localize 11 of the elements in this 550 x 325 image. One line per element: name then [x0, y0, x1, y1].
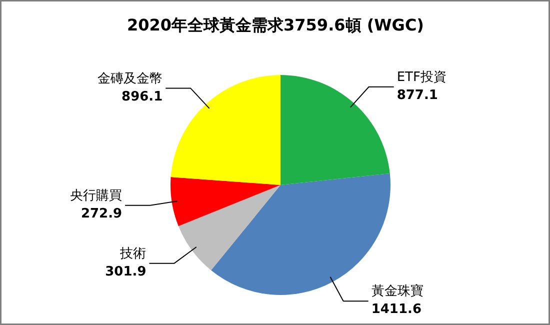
- data-label: 877.1: [396, 88, 438, 103]
- data-label: 272.9: [80, 206, 122, 222]
- chart-title: 2020年全球黃金需求3759.6頓 (WGC): [127, 16, 424, 34]
- slice-label: 技術: [119, 246, 146, 262]
- data-label: 896.1: [122, 89, 163, 104]
- slice-label: 黃金珠寶: [371, 283, 424, 300]
- slice-label: 央行購買: [70, 188, 122, 204]
- slice-label: ETF投資: [396, 70, 446, 85]
- slice-label: 金磚及金幣: [98, 71, 163, 86]
- data-label: 1411.6: [371, 302, 422, 318]
- data-label: 301.9: [105, 264, 146, 280]
